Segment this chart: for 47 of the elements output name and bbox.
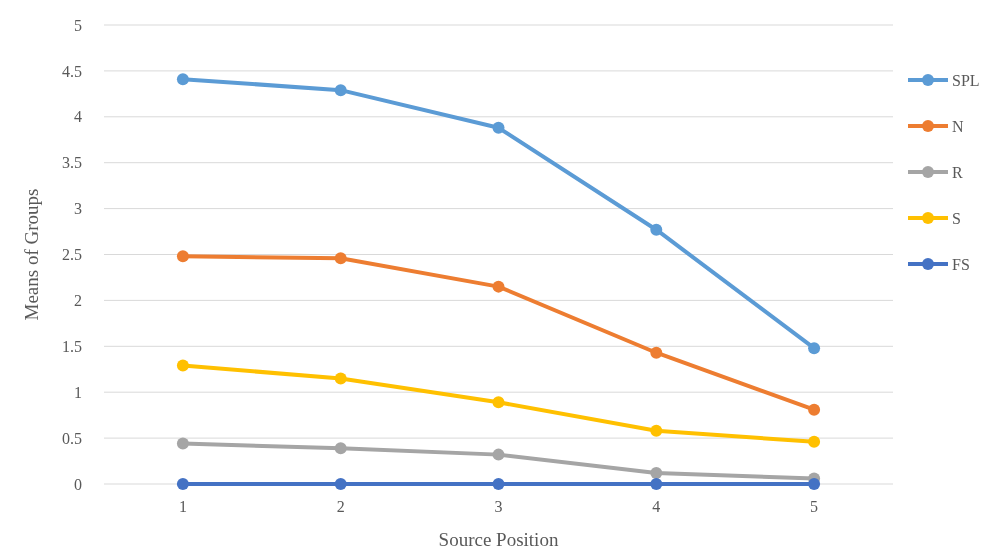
y-tick-label: 0 xyxy=(74,475,82,493)
point xyxy=(334,372,347,385)
point xyxy=(808,435,821,448)
point xyxy=(650,346,663,359)
y-tick-label: 0.5 xyxy=(62,429,82,447)
legend-label: S xyxy=(952,209,961,227)
legend-label: FS xyxy=(952,255,970,273)
point xyxy=(334,442,347,455)
y-tick-label: 1.5 xyxy=(62,337,82,355)
y-tick-label: 3.5 xyxy=(62,154,82,172)
y-tick-label: 3 xyxy=(74,200,82,218)
y-tick-label: 2 xyxy=(74,292,82,309)
x-tick-label: 5 xyxy=(810,498,819,515)
y-tick-label: 2.5 xyxy=(62,246,82,264)
x-tick-label: 3 xyxy=(494,498,503,515)
point xyxy=(492,121,505,134)
y-axis-title: Means of Groups xyxy=(21,188,42,321)
point xyxy=(650,223,663,236)
point xyxy=(650,424,663,437)
point xyxy=(176,437,189,450)
point xyxy=(492,396,505,409)
point xyxy=(176,73,189,86)
legend-label: R xyxy=(952,163,963,181)
legend-label: N xyxy=(952,117,964,135)
y-tick-label: 4 xyxy=(74,108,82,126)
point xyxy=(808,403,821,416)
y-tick-label: 4.5 xyxy=(62,62,82,80)
x-tick-label: 2 xyxy=(336,498,345,515)
point xyxy=(808,342,821,355)
x-tick-label: 4 xyxy=(652,498,661,515)
y-tick-label: 5 xyxy=(74,16,82,34)
point xyxy=(334,252,347,265)
point xyxy=(176,478,189,490)
point xyxy=(808,478,821,490)
legend-label: SPL xyxy=(952,71,980,89)
x-tick-label: 1 xyxy=(178,498,187,515)
point xyxy=(176,250,189,263)
point xyxy=(334,84,347,97)
point xyxy=(492,478,505,490)
point xyxy=(650,478,663,490)
point xyxy=(650,466,663,479)
x-axis-title: Source Position xyxy=(438,529,559,550)
point xyxy=(492,448,505,461)
point xyxy=(176,359,189,372)
point xyxy=(334,478,347,490)
point xyxy=(492,280,505,293)
y-tick-label: 1 xyxy=(74,383,82,401)
